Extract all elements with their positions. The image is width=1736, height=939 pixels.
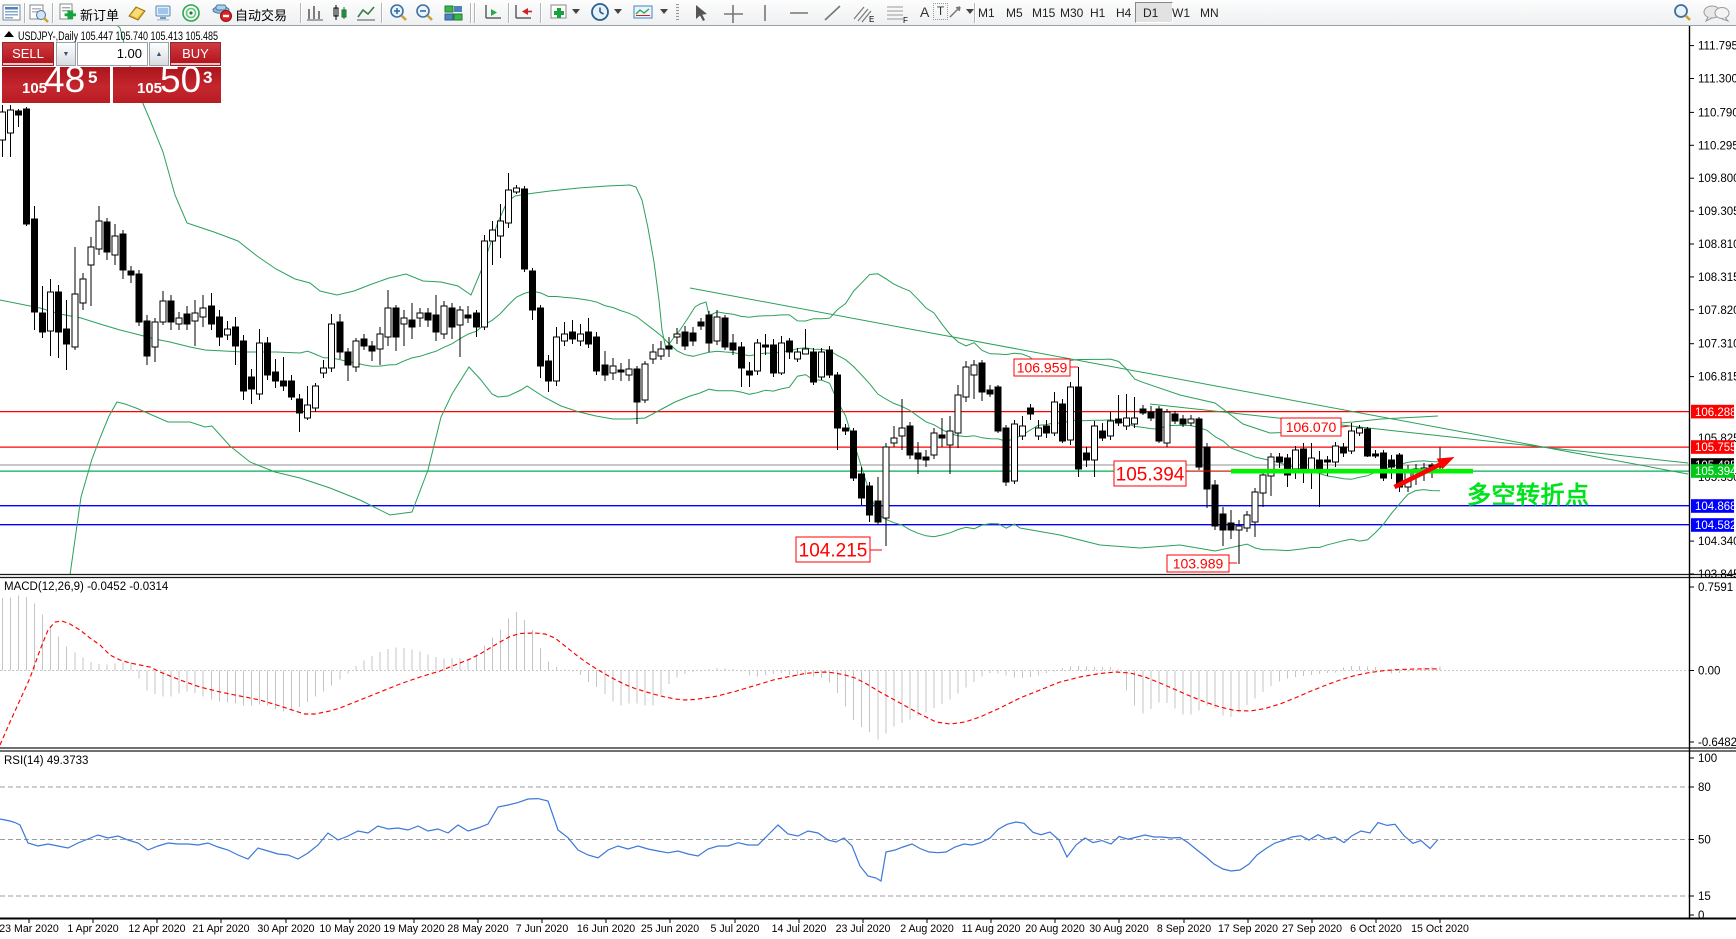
svg-text:110.295: 110.295	[1698, 140, 1736, 152]
svg-text:15: 15	[1698, 891, 1711, 903]
svg-text:0.00: 0.00	[1698, 666, 1720, 678]
svg-text:MACD(12,26,9) -0.0452 -0.0314: MACD(12,26,9) -0.0452 -0.0314	[4, 581, 169, 593]
svg-text:107.310: 107.310	[1698, 339, 1736, 351]
svg-text:109.800: 109.800	[1698, 173, 1736, 185]
svg-text:RSI(14) 49.3733: RSI(14) 49.3733	[4, 755, 88, 767]
svg-text:USDJPY-,Daily 105.447 105.740: USDJPY-,Daily 105.447 105.740 105.413 10…	[18, 31, 218, 43]
svg-text:23 Mar 2020: 23 Mar 2020	[0, 923, 59, 935]
svg-text:15 Oct 2020: 15 Oct 2020	[1411, 923, 1469, 935]
svg-text:14 Jul 2020: 14 Jul 2020	[772, 923, 827, 935]
svg-text:16 Jun 2020: 16 Jun 2020	[577, 923, 635, 935]
svg-text:104.868: 104.868	[1695, 501, 1736, 513]
svg-text:0: 0	[1698, 910, 1704, 922]
svg-text:F: F	[903, 16, 908, 25]
svg-text:23 Jul 2020: 23 Jul 2020	[836, 923, 891, 935]
svg-text:21 Apr 2020: 21 Apr 2020	[192, 923, 249, 935]
svg-text:28 May 2020: 28 May 2020	[447, 923, 508, 935]
svg-text:2 Aug 2020: 2 Aug 2020	[900, 923, 954, 935]
svg-text:106.959: 106.959	[1017, 360, 1068, 376]
svg-text:104.582: 104.582	[1695, 520, 1736, 532]
svg-text:E: E	[869, 15, 874, 24]
svg-text:105.394: 105.394	[1695, 466, 1736, 478]
svg-text:多空转折点: 多空转折点	[1467, 481, 1589, 509]
svg-text:106.288: 106.288	[1695, 407, 1736, 419]
svg-text:104.215: 104.215	[799, 540, 868, 561]
svg-text:19 May 2020: 19 May 2020	[383, 923, 444, 935]
svg-text:30 Aug 2020: 30 Aug 2020	[1089, 923, 1149, 935]
svg-text:25 Jun 2020: 25 Jun 2020	[641, 923, 699, 935]
svg-text:106.070: 106.070	[1286, 419, 1337, 435]
svg-text:108.810: 108.810	[1698, 239, 1736, 251]
svg-text:30 Apr 2020: 30 Apr 2020	[257, 923, 314, 935]
svg-text:111.300: 111.300	[1698, 74, 1736, 86]
svg-text:12 Apr 2020: 12 Apr 2020	[128, 923, 185, 935]
svg-text:110.790: 110.790	[1698, 107, 1736, 119]
svg-text:7 Jun 2020: 7 Jun 2020	[516, 923, 569, 935]
svg-text:103.989: 103.989	[1173, 556, 1224, 572]
svg-text:20 Aug 2020: 20 Aug 2020	[1025, 923, 1085, 935]
svg-text:27 Sep 2020: 27 Sep 2020	[1282, 923, 1342, 935]
svg-text:105.394: 105.394	[1116, 464, 1185, 485]
svg-text:5 Jul 2020: 5 Jul 2020	[711, 923, 760, 935]
svg-text:104.340: 104.340	[1698, 536, 1736, 548]
svg-text:80: 80	[1698, 782, 1711, 794]
svg-text:11 Aug 2020: 11 Aug 2020	[962, 923, 1021, 935]
svg-text:108.315: 108.315	[1698, 272, 1736, 284]
svg-text:100: 100	[1698, 753, 1717, 765]
svg-text:17 Sep 2020: 17 Sep 2020	[1218, 923, 1278, 935]
svg-text:106.815: 106.815	[1698, 372, 1736, 384]
svg-text:1 Apr 2020: 1 Apr 2020	[67, 923, 118, 935]
svg-text:109.305: 109.305	[1698, 206, 1736, 218]
svg-text:6 Oct 2020: 6 Oct 2020	[1350, 923, 1402, 935]
svg-text:8 Sep 2020: 8 Sep 2020	[1157, 923, 1211, 935]
svg-text:107.820: 107.820	[1698, 305, 1736, 317]
svg-text:111.795: 111.795	[1698, 41, 1736, 53]
svg-text:10 May 2020: 10 May 2020	[319, 923, 380, 935]
svg-text:-0.6482: -0.6482	[1698, 737, 1736, 749]
svg-text:50: 50	[1698, 835, 1711, 847]
svg-text:105.755: 105.755	[1695, 442, 1736, 454]
svg-text:0.7591: 0.7591	[1698, 582, 1733, 594]
svg-text:103.845: 103.845	[1698, 569, 1736, 581]
